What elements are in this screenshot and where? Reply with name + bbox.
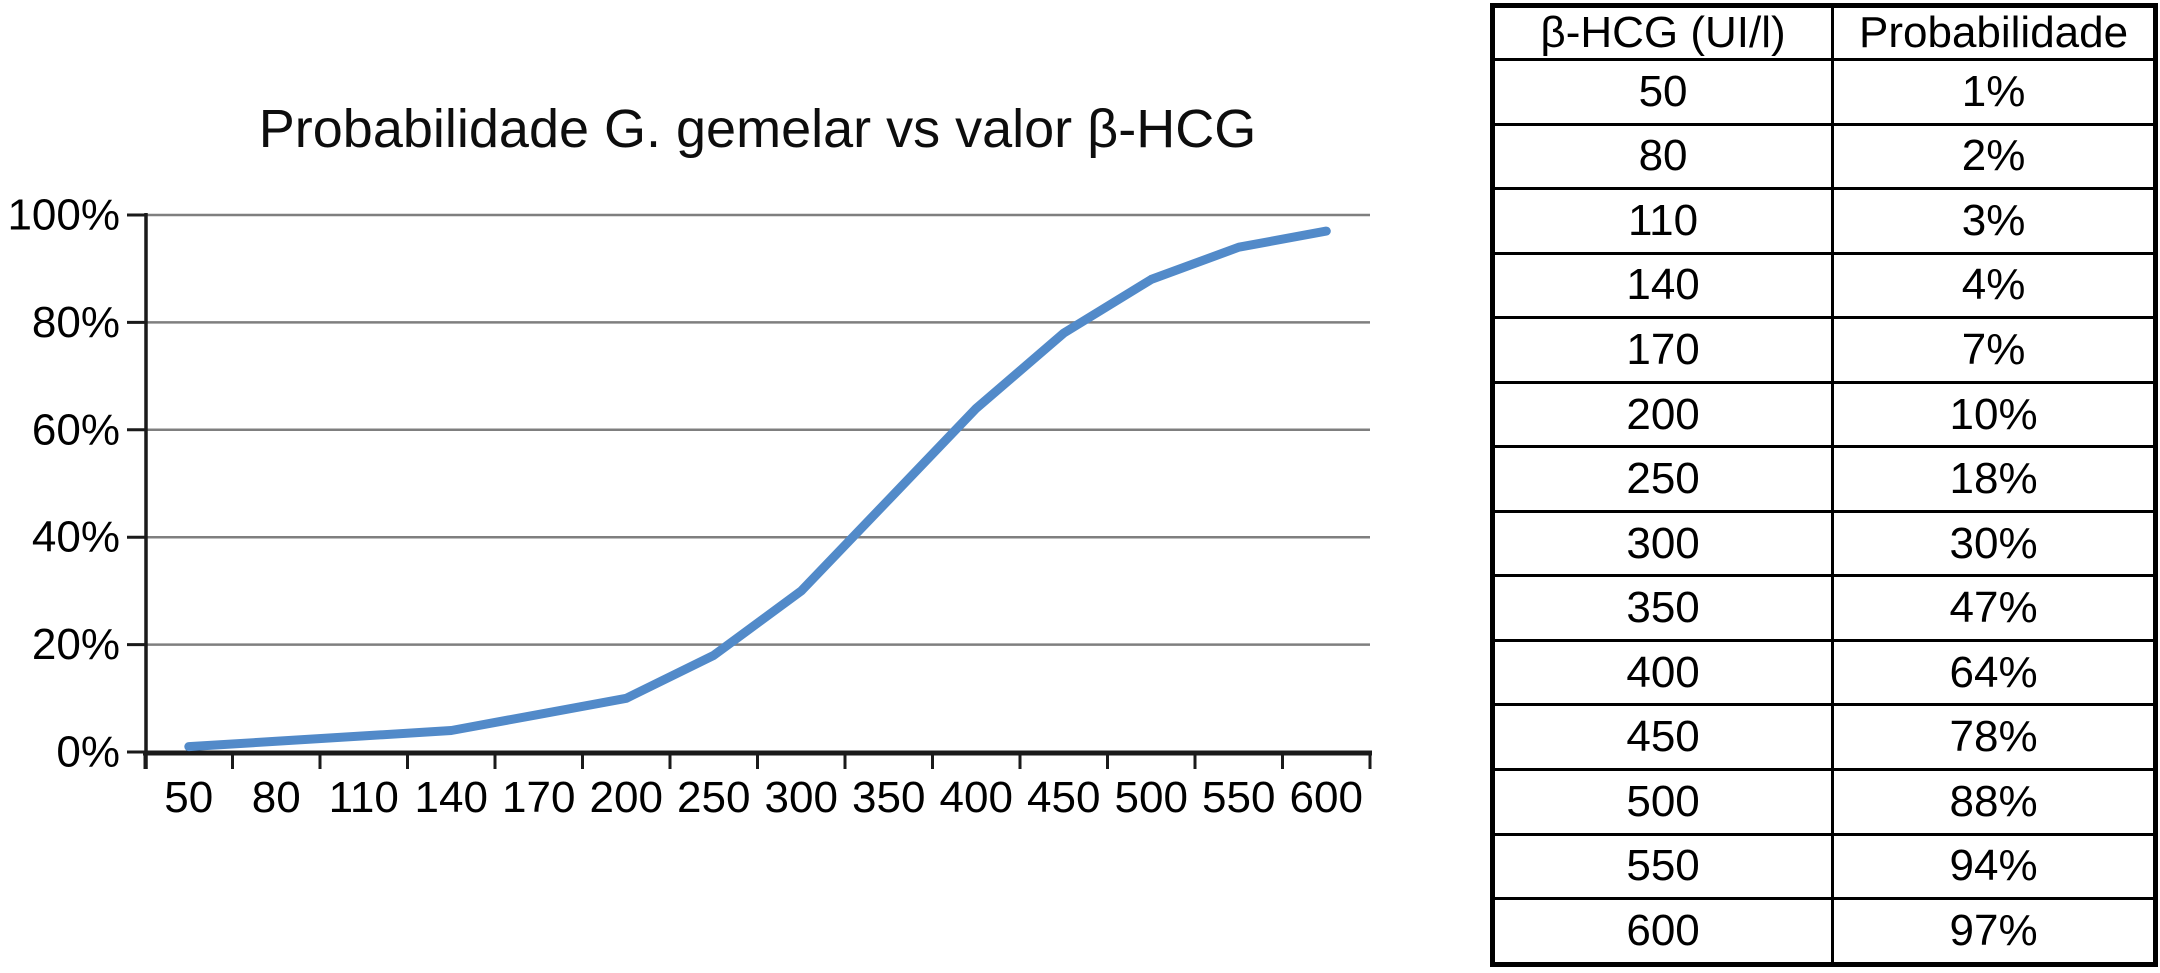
line-chart: 0% 20% 40% 60% 80% 100% 50 80 110 140 170 200 250 300… <box>7 191 1372 822</box>
table-row: 50 1% <box>1490 58 2157 126</box>
chart-panel: Probabilidade G. gemelar vs valor β-HCG … <box>7 99 1372 822</box>
probability-cell: 64% <box>1831 638 2157 707</box>
probability-cell: 7% <box>1831 316 2157 384</box>
table-row: 250 18% <box>1490 445 2157 513</box>
y-axis-label: 0% <box>56 728 120 777</box>
y-axis-label: 80% <box>32 298 120 347</box>
x-axis-label: 450 <box>1027 773 1100 822</box>
hcg-probability-table: β-HCG (UI/l) Probabilidade 50 1% 80 2% 110 3%… <box>1490 3 2158 967</box>
table-row: 500 88% <box>1490 768 2157 836</box>
bhcg-value-cell: 450 <box>1490 703 1835 772</box>
table-row: 550 94% <box>1490 832 2157 901</box>
bhcg-value-cell: 600 <box>1490 897 1835 966</box>
bhcg-value-cell: 550 <box>1490 832 1835 901</box>
x-axis-label: 500 <box>1115 773 1188 822</box>
probability-cell: 94% <box>1831 832 2157 901</box>
probability-cell: 1% <box>1831 58 2157 126</box>
table-row: 110 3% <box>1490 187 2157 255</box>
table-row: 450 78% <box>1490 703 2157 772</box>
bhcg-value-cell: 300 <box>1490 509 1835 578</box>
bhcg-value-cell: 140 <box>1490 251 1835 320</box>
y-axis-label: 40% <box>32 513 120 562</box>
bhcg-value-cell: 170 <box>1490 316 1835 384</box>
x-axis-label: 170 <box>502 773 575 822</box>
table-row: 200 10% <box>1490 380 2157 449</box>
chart-title: Probabilidade G. gemelar vs valor β-HCG <box>258 99 1257 159</box>
probability-cell: 97% <box>1831 897 2157 966</box>
probability-cell: 30% <box>1831 509 2157 578</box>
probability-cell: 88% <box>1831 768 2157 836</box>
table-row: 400 64% <box>1490 638 2157 707</box>
table-row: 300 30% <box>1490 509 2157 578</box>
x-axis-label: 400 <box>940 773 1013 822</box>
table-row: 140 4% <box>1490 251 2157 320</box>
probability-line-series <box>184 226 1331 752</box>
x-axis-label: 200 <box>590 773 663 822</box>
y-axis-label: 60% <box>32 405 120 454</box>
probability-cell: 4% <box>1831 251 2157 320</box>
table-row: 350 47% <box>1490 574 2157 642</box>
x-axis-label: 550 <box>1202 773 1275 822</box>
col-header-probabilidade: Probabilidade <box>1831 4 2157 61</box>
x-axis-label: 140 <box>415 773 488 822</box>
table-row: 170 7% <box>1490 316 2157 384</box>
bhcg-value-cell: 50 <box>1490 58 1835 126</box>
bhcg-value-cell: 400 <box>1490 638 1835 707</box>
x-axis-label: 50 <box>164 773 213 822</box>
probability-cell: 78% <box>1831 703 2157 772</box>
x-axis-label: 300 <box>765 773 838 822</box>
probability-cell: 18% <box>1831 445 2157 513</box>
bhcg-value-cell: 250 <box>1490 445 1835 513</box>
x-axis-label: 80 <box>252 773 301 822</box>
bhcg-value-cell: 80 <box>1490 122 1835 191</box>
table-row: 80 2% <box>1490 122 2157 191</box>
col-header-bhcg: β-HCG (UI/l) <box>1490 4 1835 61</box>
probability-cell: 2% <box>1831 122 2157 191</box>
bhcg-value-cell: 500 <box>1490 768 1835 836</box>
bhcg-value-cell: 200 <box>1490 380 1835 449</box>
bhcg-value-cell: 350 <box>1490 574 1835 642</box>
x-axis-label: 350 <box>852 773 925 822</box>
x-axis-label: 110 <box>329 773 399 822</box>
probability-cell: 47% <box>1831 574 2157 642</box>
x-axis-label: 250 <box>677 773 750 822</box>
bhcg-value-cell: 110 <box>1490 187 1835 255</box>
table-row: 600 97% <box>1490 897 2157 966</box>
probability-cell: 3% <box>1831 187 2157 255</box>
x-axis-label: 600 <box>1290 773 1363 822</box>
y-axis-label: 20% <box>32 620 120 669</box>
probability-cell: 10% <box>1831 380 2157 449</box>
table-header-row: β-HCG (UI/l) Probabilidade <box>1490 4 2157 61</box>
y-axis-label: 100% <box>7 191 120 240</box>
